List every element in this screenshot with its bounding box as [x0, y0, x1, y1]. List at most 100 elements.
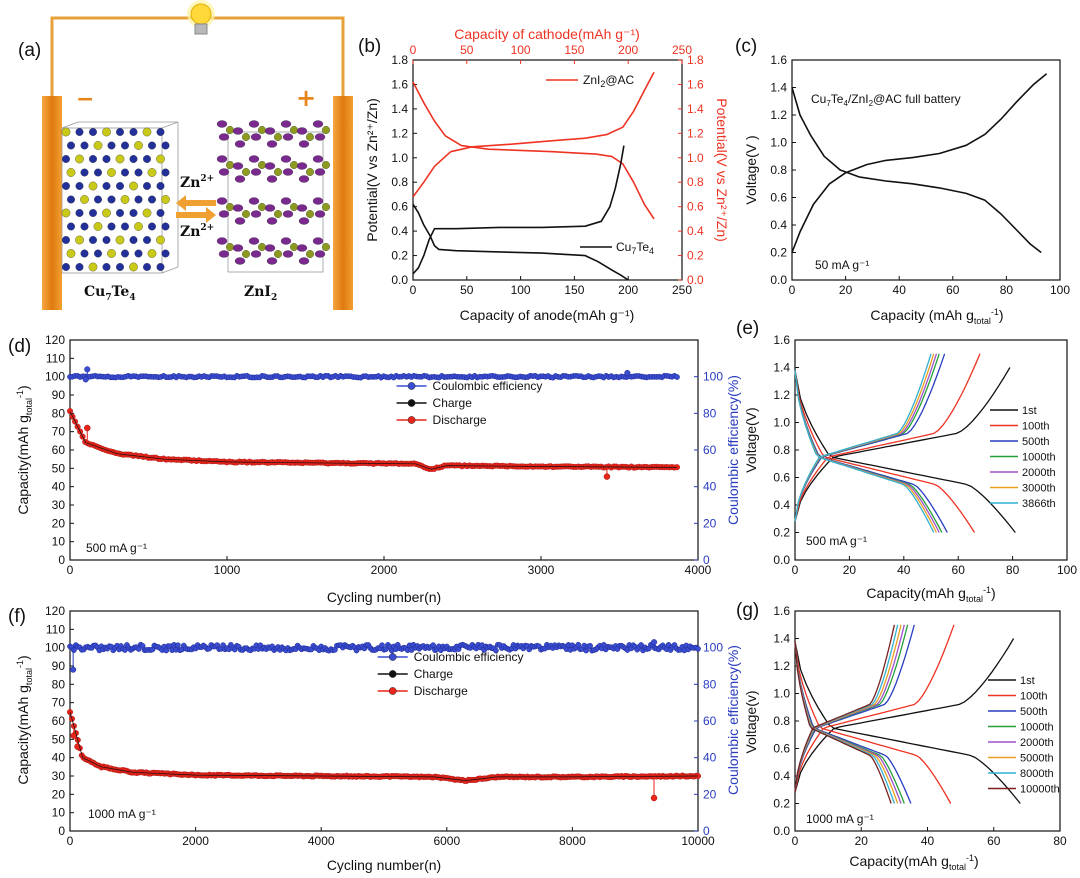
- cu-atom: [102, 155, 111, 163]
- ion-arrows: [176, 195, 216, 223]
- series-discharge-markers: [66, 408, 681, 480]
- zinc-atom: [226, 126, 234, 134]
- discharge-outlier-marker: [603, 473, 611, 480]
- te-atom: [142, 127, 152, 137]
- panel-g: (g) 0 20 40 60 80 0.0 0.2 0.4 0.6 0.8 1.0 1.2 1.4 1.6…: [736, 600, 1067, 872]
- x-tick-label-b: 50: [460, 283, 474, 297]
- iodine-atom: [280, 120, 292, 128]
- zinc-atom: [274, 133, 282, 141]
- iodine-atom: [234, 217, 246, 225]
- x-tick-label-e: 20: [843, 563, 857, 577]
- y-tick-label-f: 40: [52, 751, 66, 765]
- te-atom: [120, 195, 130, 204]
- cu-atom: [107, 141, 116, 150]
- cu-atom: [80, 141, 89, 150]
- y-tick-label-g: 0.2: [773, 797, 790, 811]
- iodine-atom: [298, 217, 310, 225]
- zinc-atom: [242, 133, 250, 141]
- panel-b-legend-znI2: ZnI2@AC: [546, 73, 635, 89]
- legend-marker: [388, 670, 397, 678]
- cu-atom: [129, 236, 138, 244]
- legend-label-2000th: 2000th: [1020, 737, 1054, 749]
- zinc-atom: [242, 210, 250, 218]
- legend-marker: [407, 416, 416, 424]
- series-cu7te4-curve-1: [412, 145, 625, 275]
- cu-atom: [62, 236, 70, 244]
- x-tick-label-c: 100: [1050, 283, 1070, 297]
- panel-c-plot: [791, 73, 1048, 254]
- cu-atom: [116, 209, 124, 217]
- te-atom: [75, 235, 84, 245]
- cu-atom: [80, 249, 89, 258]
- series-discharge-markers: [66, 709, 702, 802]
- zinc-atom: [226, 161, 234, 169]
- cathode-material-label: ZnI2: [244, 284, 277, 303]
- cu-atom: [94, 249, 102, 258]
- ce-marker: [695, 645, 701, 652]
- cu-atom: [107, 222, 116, 231]
- panel-b-label: (b): [358, 36, 381, 57]
- iodine-atom: [314, 210, 326, 218]
- iodine-atom: [298, 257, 310, 265]
- anode-material-label: Cu7Te4: [84, 284, 136, 303]
- panel-b-x2label: Capacity of cathode(mAh g⁻¹): [454, 26, 640, 42]
- x-tick-label-e: 80: [1006, 563, 1020, 577]
- x-tick-label-d: 2000: [371, 563, 398, 577]
- iodine-atom: [314, 250, 326, 258]
- y-tick-label-g: 1.6: [773, 604, 790, 618]
- y-tick-label-d: 10: [52, 535, 66, 549]
- x-tick-label-g: 60: [987, 834, 1001, 848]
- zinc-atom: [322, 243, 330, 251]
- ce-marker: [175, 642, 181, 649]
- te-atom: [107, 168, 116, 177]
- cu-atom: [143, 182, 151, 190]
- y-tick-label-d: 90: [52, 388, 66, 402]
- y2-tick-label-f: 0: [703, 824, 710, 838]
- te-atom: [107, 249, 116, 258]
- cathode-electrode: [333, 96, 353, 310]
- te-atom: [129, 181, 138, 191]
- y-tick-label-c: 0.4: [770, 218, 787, 232]
- y-tick-label-d: 20: [52, 516, 66, 530]
- iodine-atom: [296, 204, 308, 212]
- y-tick-label-d: 80: [52, 406, 66, 420]
- cu-atom: [89, 209, 97, 217]
- y-tick-label-f: 60: [52, 714, 66, 728]
- y-tick-label-e: 0.2: [773, 526, 790, 540]
- y-tick-label-f: 50: [52, 732, 66, 746]
- panel-g-annotation: 1000 mA g⁻¹: [806, 812, 874, 826]
- cu-atom: [75, 209, 84, 217]
- iodine-atom: [250, 210, 262, 218]
- iodine-atom: [250, 133, 262, 141]
- cu-atom: [134, 249, 143, 258]
- x-tick-label-c: 60: [946, 283, 960, 297]
- te-atom: [115, 154, 125, 164]
- cu-atom: [143, 236, 151, 244]
- x-tick-label-f: 8000: [559, 834, 586, 848]
- cu-atom: [107, 195, 116, 204]
- panel-g-ylabel: Voltage(v): [743, 690, 759, 753]
- legend-marker: [388, 653, 397, 661]
- discharge-marker: [66, 408, 73, 415]
- series-coulombic-efficiency-markers: [67, 639, 701, 673]
- legend-marker: [388, 687, 397, 695]
- series-zni2ac-curve-1: [412, 71, 655, 198]
- zinc-atom: [290, 203, 298, 211]
- x-tick-label-d: 3000: [528, 563, 555, 577]
- y-tick-label-d: 0: [58, 553, 65, 567]
- cu-atom: [62, 263, 70, 271]
- iodine-atom: [216, 120, 228, 128]
- y-tick-label-f: 10: [52, 806, 66, 820]
- cu-atom: [156, 182, 165, 190]
- iodine-atom: [282, 168, 294, 176]
- cu-atom: [156, 128, 165, 136]
- panel-e-axes: 0 20 40 60 80 100 0.0 0.2 0.4 0.6 0.8 1.0 1.2 1.4 1.6: [773, 333, 1077, 577]
- series-cu7te4-curve-0: [412, 203, 629, 281]
- panel-c-title: Cu7Te4/ZnI2@AC full battery: [811, 92, 961, 108]
- y-tick-label-g: 0.4: [773, 769, 790, 783]
- series-charge-line: [69, 711, 699, 781]
- cu-atom: [134, 195, 143, 204]
- series-500th-charge-curve: [794, 353, 946, 522]
